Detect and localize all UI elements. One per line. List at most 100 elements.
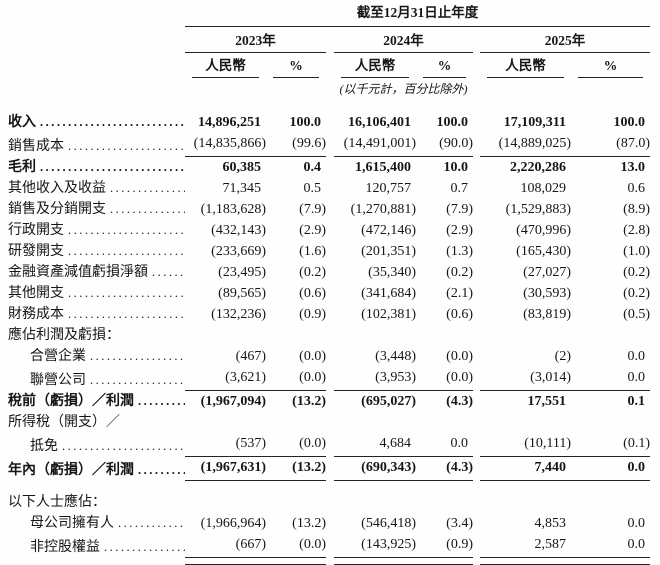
col-header-pct-2023: % bbox=[266, 53, 326, 78]
value-cell: (0.5) bbox=[623, 307, 650, 322]
row-label: 財務成本 bbox=[8, 304, 185, 325]
row-label: 銷售成本 bbox=[8, 133, 185, 157]
value-cell: 0.6 bbox=[627, 181, 646, 196]
value-cell: (0.0) bbox=[446, 349, 473, 364]
value-cell: 0.0 bbox=[627, 349, 646, 364]
value-cell: (546,418) bbox=[361, 516, 416, 531]
value-cell: (1,270,881) bbox=[350, 202, 416, 217]
value-cell: (3,014) bbox=[480, 367, 571, 391]
row-label: 合營企業 bbox=[8, 346, 185, 367]
statement-body: 收入 14,896,251 100.0 16,106,401 100.0 17,109,3… bbox=[8, 112, 650, 565]
corner-blank bbox=[8, 4, 185, 27]
column-gap bbox=[473, 391, 480, 413]
value-cell: (1.3) bbox=[446, 244, 473, 259]
row-label: 應佔利潤及虧損： bbox=[8, 328, 120, 343]
table-row: 母公司擁有人 (1,966,964) (13.2) (546,418) (3.4) 4,8… bbox=[8, 513, 650, 534]
value-cell: (0.9) bbox=[299, 307, 326, 322]
double-rule-row bbox=[8, 557, 650, 565]
column-gap bbox=[326, 367, 334, 391]
row-label: 其他收入及收益 bbox=[8, 178, 185, 199]
value-cell: (4.3) bbox=[446, 394, 473, 409]
value-cell: 0.0 bbox=[416, 433, 473, 457]
dot-leader bbox=[106, 199, 185, 220]
value-cell: (0.0) bbox=[299, 349, 326, 364]
column-gap bbox=[326, 457, 334, 481]
value-cell bbox=[334, 492, 416, 513]
dot-leader bbox=[106, 178, 185, 199]
column-gap bbox=[473, 304, 480, 325]
table-row: 所得稅（開支）／ bbox=[8, 412, 650, 433]
dot-leader bbox=[100, 537, 185, 558]
value-cell: 13.0 bbox=[620, 160, 646, 175]
column-gap bbox=[473, 199, 480, 220]
value-cell: 10.0 bbox=[443, 160, 469, 175]
table-row: 以下人士應佔： bbox=[8, 492, 650, 513]
table-row: 應佔利潤及虧損： bbox=[8, 325, 650, 346]
value-cell: (0.2) bbox=[446, 265, 473, 280]
value-cell: (3,953) bbox=[334, 367, 416, 391]
column-gap bbox=[326, 133, 334, 157]
column-gap bbox=[326, 262, 334, 283]
value-cell: 0.4 bbox=[303, 160, 322, 175]
year-header-2024: 2024年 bbox=[334, 27, 473, 53]
value-cell: (14,889,025) bbox=[480, 133, 571, 157]
value-cell: (0.6) bbox=[299, 286, 326, 301]
value-cell: (233,669) bbox=[211, 244, 266, 259]
col-header-rmb-2023: 人民幣 bbox=[185, 53, 266, 78]
row-label: 研發開支 bbox=[8, 241, 185, 262]
column-gap bbox=[326, 304, 334, 325]
value-cell: (0.0) bbox=[266, 433, 326, 457]
year-header-2023: 2023年 bbox=[185, 27, 326, 53]
value-cell: (13.2) bbox=[266, 456, 326, 481]
column-gap bbox=[326, 492, 334, 513]
row-label: 抵免 bbox=[8, 433, 185, 457]
column-gap bbox=[326, 534, 334, 558]
value-cell bbox=[416, 492, 473, 513]
dot-leader bbox=[36, 157, 185, 178]
column-gap bbox=[326, 412, 334, 433]
value-cell bbox=[334, 325, 416, 346]
value-cell: (30,593) bbox=[523, 286, 571, 301]
value-cell: (165,430) bbox=[516, 244, 571, 259]
row-label: 聯營公司 bbox=[8, 367, 185, 391]
value-cell: (99.6) bbox=[266, 133, 326, 157]
value-cell: (89,565) bbox=[218, 286, 266, 301]
value-cell: (695,027) bbox=[361, 394, 416, 409]
table-row: 行政開支 (432,143) (2.9) (472,146) (2.9) (470,996… bbox=[8, 220, 650, 241]
dot-leader bbox=[64, 241, 185, 262]
table-row: 收入 14,896,251 100.0 16,106,401 100.0 17,109,3… bbox=[8, 112, 650, 133]
dot-leader bbox=[148, 262, 185, 283]
dot-leader bbox=[114, 513, 185, 534]
value-cell bbox=[266, 492, 326, 513]
column-gap bbox=[473, 133, 480, 157]
value-cell: (690,343) bbox=[334, 456, 416, 481]
row-label: 收入 bbox=[8, 112, 185, 133]
value-cell: 0.0 bbox=[571, 456, 650, 481]
value-cell: (537) bbox=[185, 433, 266, 457]
column-gap bbox=[473, 157, 480, 179]
value-cell: (432,143) bbox=[211, 223, 266, 238]
value-cell: (341,684) bbox=[361, 286, 416, 301]
dot-leader bbox=[64, 220, 185, 241]
value-cell bbox=[480, 325, 571, 346]
value-cell: (1,967,094) bbox=[200, 394, 266, 409]
value-cell: (2.9) bbox=[446, 223, 473, 238]
period-header-row: 截至12月31日止年度 bbox=[8, 4, 650, 27]
row-label: 毛利 bbox=[8, 157, 185, 179]
value-cell bbox=[571, 325, 650, 346]
value-cell: (472,146) bbox=[361, 223, 416, 238]
value-cell: 0.0 bbox=[627, 516, 646, 531]
table-row: 財務成本 (132,236) (0.9) (102,381) (0.6) (83,819)… bbox=[8, 304, 650, 325]
column-gap bbox=[326, 283, 334, 304]
value-cell: (143,925) bbox=[334, 534, 416, 558]
col-header-rmb-2025: 人民幣 bbox=[480, 53, 571, 78]
value-cell: 120,757 bbox=[365, 181, 412, 196]
row-label: 行政開支 bbox=[8, 220, 185, 241]
value-cell: (90.0) bbox=[416, 133, 473, 157]
value-cell: (4.3) bbox=[416, 456, 473, 481]
unit-note: (以千元計，百分比除外) bbox=[339, 82, 468, 96]
value-cell: (3,448) bbox=[375, 349, 416, 364]
